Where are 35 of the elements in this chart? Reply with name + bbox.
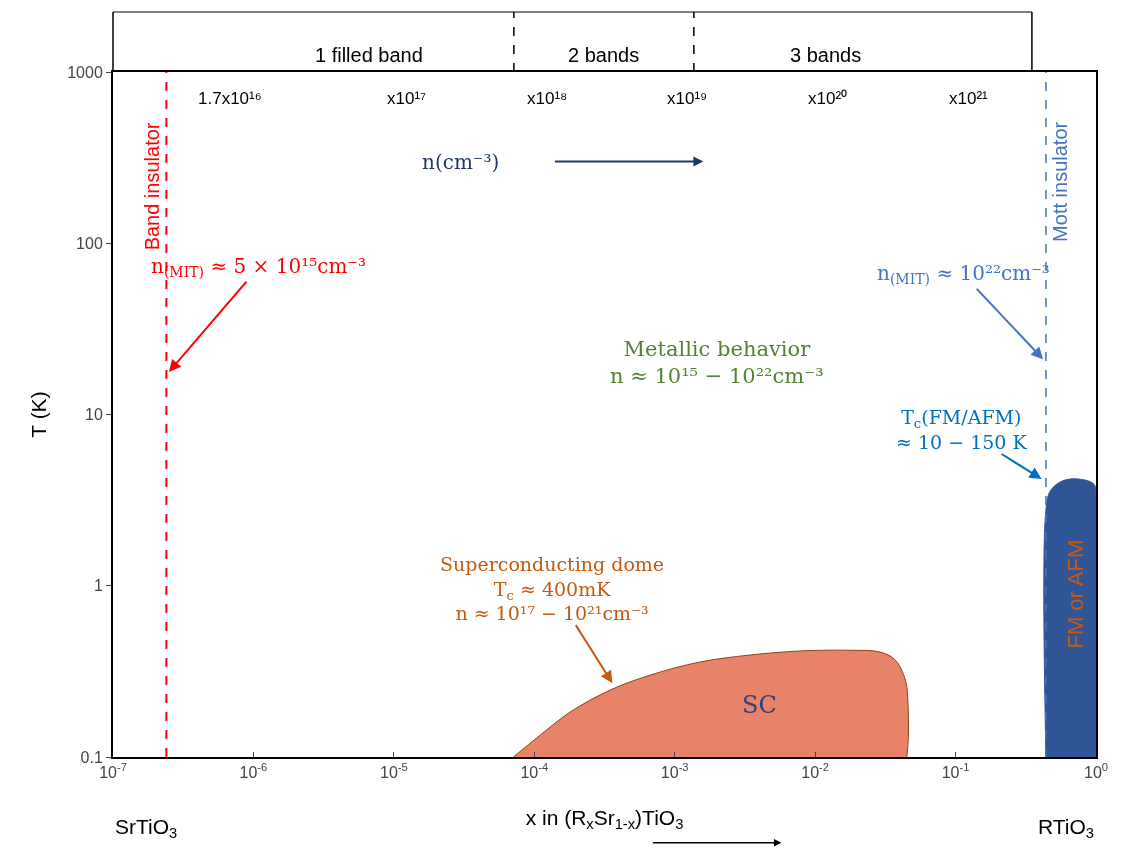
x-tick-label: 10$^{-6}$: [239, 761, 268, 782]
text: RTiO$_{3}$: [1038, 815, 1095, 842]
annotation: x10²¹: [949, 89, 989, 108]
annotation: x10¹⁷: [387, 89, 427, 108]
series-label: FM or AFM: [1063, 539, 1089, 649]
annotation: n(cm⁻³): [422, 150, 500, 174]
annotation: x10²⁰: [808, 89, 848, 108]
x-tick-label: 10$^{-5}$: [379, 761, 408, 782]
annotation: Superconducting dome T$_{c}$ ≈ 400mK n ≈ 10¹⁷ − 10²¹cm⁻³: [440, 553, 665, 625]
annotation: n$_{(MIT)}$ ≈ 5 × 10¹⁵cm⁻³: [151, 254, 366, 281]
series-label: SC: [742, 691, 777, 719]
y-tick-label: 100: [76, 234, 103, 252]
x-tick-label: 10$^{-4}$: [520, 761, 549, 782]
ref-line-label: Band insulator: [141, 122, 164, 251]
y-tick-label: 1: [93, 577, 103, 595]
y-tick-label: 10: [85, 406, 103, 424]
y-axis-title: T (K): [26, 391, 50, 438]
y-tick-label: 0.1: [80, 748, 103, 766]
text: 1 filled band: [315, 44, 423, 66]
annotation: n$_{(MIT)}$ ≈ 10²²cm⁻³: [877, 261, 1050, 288]
annotation: Metallic behavior n ≈ 10¹⁵ − 10²²cm⁻³: [610, 337, 824, 389]
annotation: T$_{c}$(FM/AFM) ≈ 10 − 150 K: [896, 406, 1028, 453]
x-axis-title: x in (R$_{x}$Sr$_{1-x}$)TiO$_{3}$: [525, 805, 684, 833]
text: 3 bands: [790, 44, 862, 66]
x-tick-label: 10$^{0}$: [1083, 761, 1109, 782]
y-tick-label: 1000: [67, 63, 103, 81]
annotation: 1.7x10¹⁶: [198, 89, 262, 108]
text: 2 bands: [568, 44, 640, 66]
text: SrTiO$_{3}$: [115, 815, 178, 842]
ref-line-label: Mott insulator: [1048, 121, 1071, 242]
annotation: x10¹⁹: [667, 89, 708, 108]
x-tick-label: 10$^{-3}$: [660, 761, 689, 782]
x-tick-label: 10$^{-2}$: [801, 761, 830, 782]
annotation: x10¹⁸: [527, 89, 568, 108]
x-tick-label: 10$^{-1}$: [941, 761, 970, 782]
